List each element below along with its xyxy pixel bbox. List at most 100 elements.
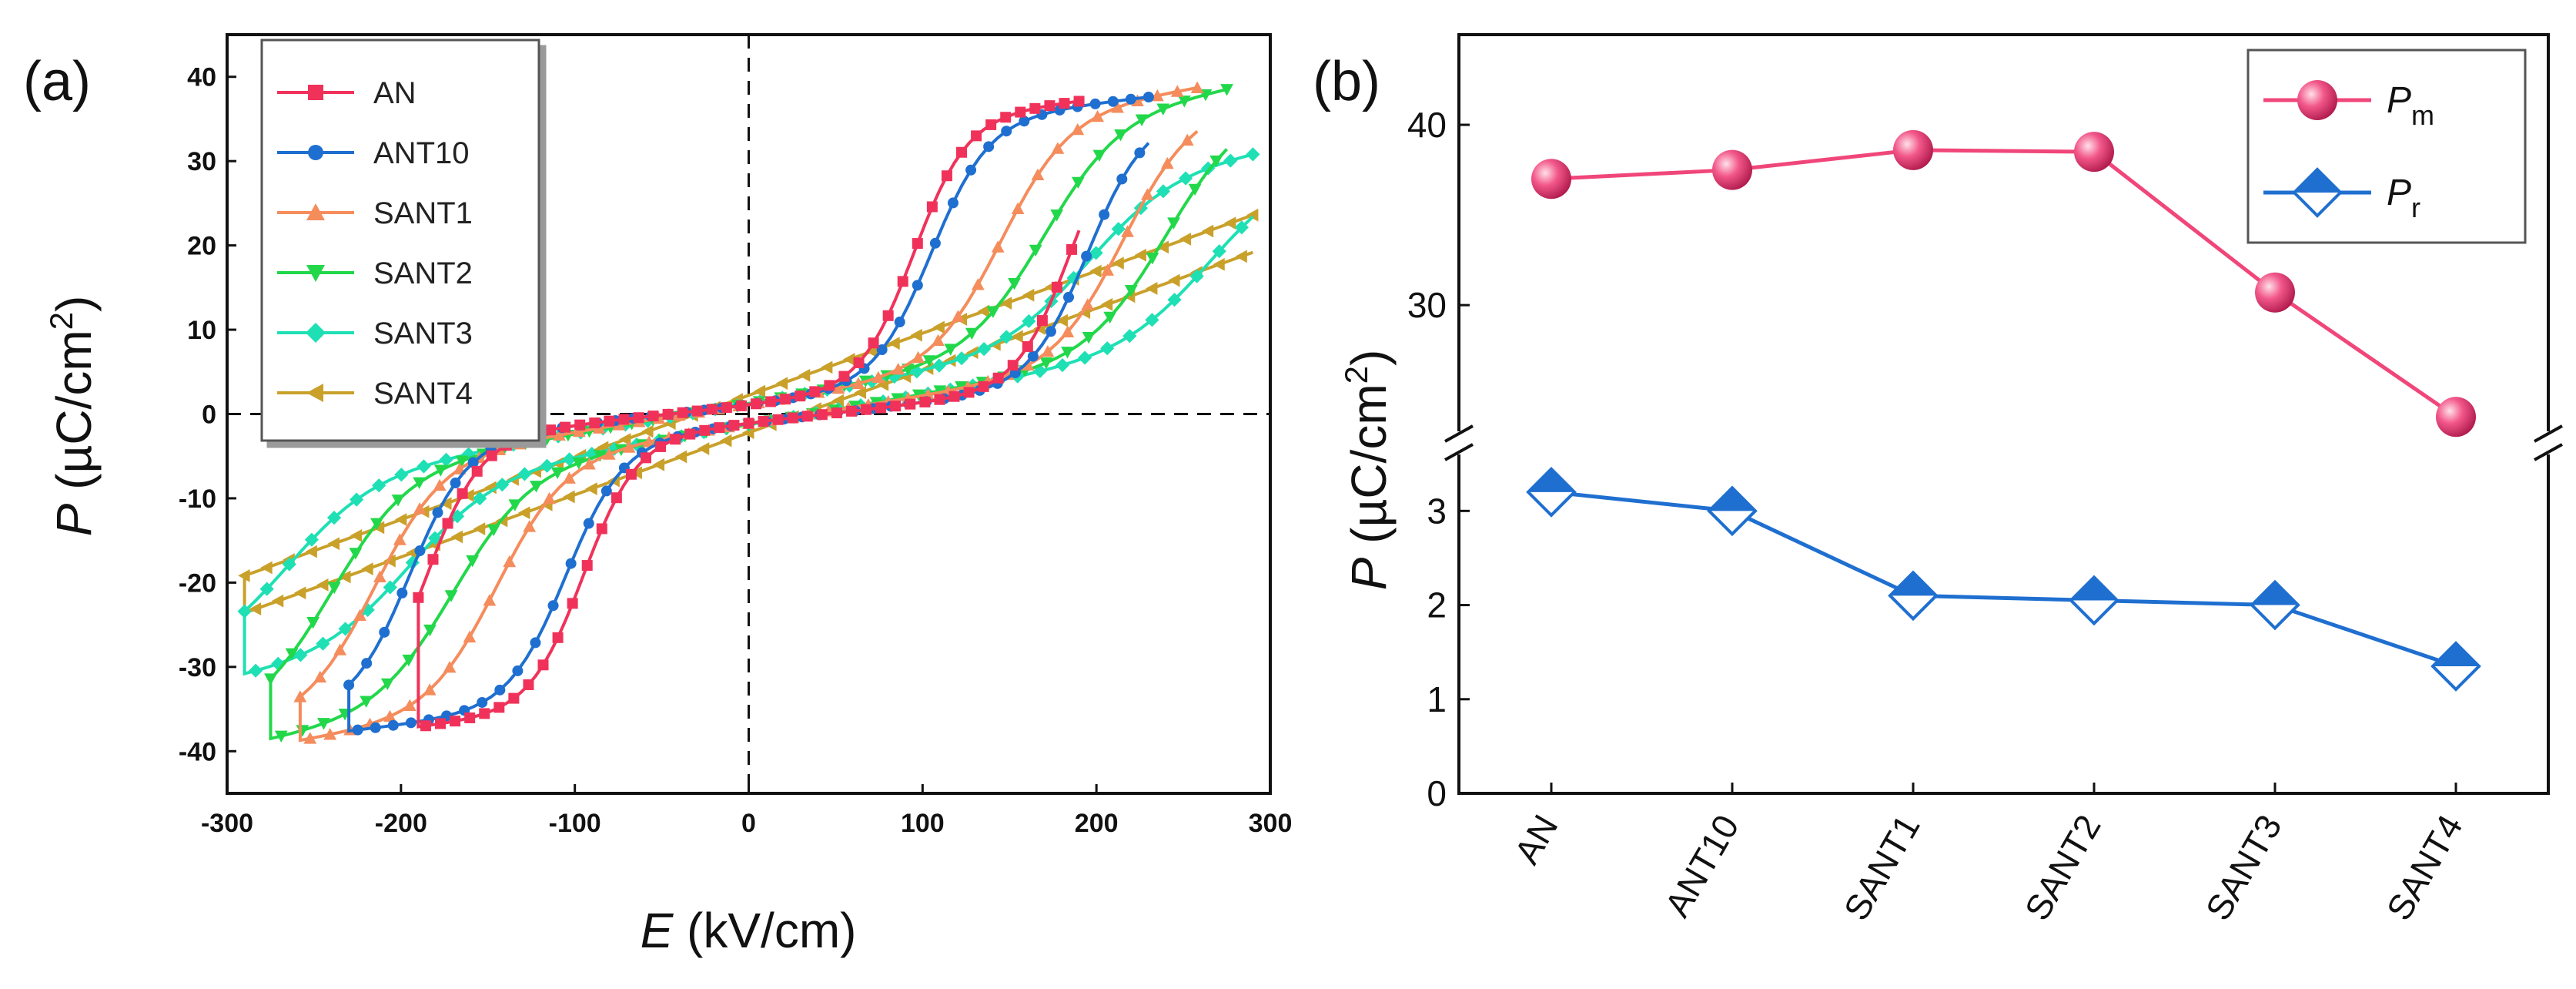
panel-a-loop-marker (1022, 313, 1036, 329)
panel-a-loop-marker (464, 712, 476, 723)
panel-a-y-axis-sup: 2 (43, 312, 79, 330)
panel-a-loop-marker (1063, 291, 1075, 303)
panel-a-loop-marker (838, 370, 850, 382)
panel-a-loop-marker (550, 467, 564, 480)
panel-a-loop-marker (1188, 183, 1202, 196)
panel-a-loop-marker (1029, 244, 1042, 257)
panel-a-loop-marker (1177, 96, 1191, 108)
panel-b-point-pr (1707, 485, 1758, 537)
panel-a-loop-marker (293, 690, 307, 702)
panel-a-loop-marker (851, 377, 865, 389)
panel-a-y-tick-label: 30 (187, 147, 216, 176)
panel-a-loop-marker (303, 732, 317, 744)
panel-a-loop-marker (952, 310, 965, 322)
panel-a-y-tick-label: 0 (202, 401, 216, 430)
panel-a-loop-marker (589, 417, 601, 429)
panel-a-loop-marker (875, 402, 887, 414)
panel-a-y-tick-label: -30 (179, 653, 216, 682)
panel-a-loop-marker (394, 468, 409, 482)
legend-b-label-sub: m (2411, 99, 2434, 131)
legend-a-label: SANT4 (373, 377, 473, 411)
panel-a-loop-marker (543, 491, 556, 505)
panel-a-loop-marker (370, 722, 381, 733)
panel-a-loop-marker (977, 304, 990, 318)
panel-a-loop-marker (530, 481, 543, 493)
panel-a-loop-marker (271, 594, 284, 608)
legend-a-marker (306, 384, 323, 402)
panel-a-loop-marker (944, 354, 956, 367)
panel-a-loop-marker (306, 617, 320, 629)
panel-a-loop-marker (1178, 171, 1193, 186)
panel-a-loop-marker (932, 334, 945, 347)
panel-a-loop-marker (473, 491, 487, 506)
legend-a-label: AN (373, 76, 417, 110)
panel-a-loop-marker (992, 372, 1004, 384)
panel-a-loop-marker (413, 502, 427, 515)
panel-a-loop-marker (647, 411, 659, 422)
panel-b-series (1526, 129, 2481, 692)
panel-a-loop-marker (1212, 244, 1226, 259)
panel-a-loop-marker (523, 679, 534, 690)
panel-a-loop-marker (674, 450, 687, 464)
panel-a-loop-marker (721, 402, 732, 414)
panel-a-y-tick-label: 20 (187, 232, 216, 261)
panel-a-x-tick-label: -200 (375, 809, 427, 838)
panel-a-loop-marker (905, 398, 916, 410)
half-diamond-fill (2071, 577, 2117, 601)
panel-a-loop-marker (1150, 89, 1164, 102)
panel-a-loop-marker (467, 457, 479, 468)
panel-a-legend-box (260, 39, 540, 442)
panel-a-loop-marker (304, 532, 319, 547)
panel-a-loop-marker (641, 424, 654, 438)
panel-a-loop-marker (983, 141, 995, 153)
panel-a-loop-marker (413, 477, 427, 490)
panel-a-loop-marker (343, 679, 355, 691)
panel-a-loop-marker (596, 523, 607, 535)
panel-a-loop-marker (706, 404, 718, 415)
panel-a-loop-marker (985, 119, 997, 130)
panel-b-x-tick-label: ANT10 (1657, 808, 1747, 924)
panel-a-loop-marker (772, 414, 784, 425)
axis-break-mark (2534, 443, 2563, 461)
panel-a-loop-marker (986, 306, 1000, 318)
panel-a-loop-marker (1039, 357, 1053, 370)
panel-a-loop-marker (1001, 126, 1012, 137)
panel-a-loop-marker (1000, 112, 1012, 123)
panel-a-loop-marker (423, 683, 437, 696)
panel-a-loop-marker (585, 482, 597, 495)
panel-b-x-tick-label: SANT2 (2016, 808, 2108, 927)
panel-a-x-tick-label: 200 (1075, 809, 1119, 838)
panel-a-loop-marker (313, 670, 327, 683)
panel-a-loop-marker (1027, 350, 1039, 362)
panel-a-loop-marker (1011, 202, 1025, 214)
panel-a-loop-marker (1141, 188, 1154, 200)
panel-a-x-tick-label: 300 (1249, 809, 1293, 838)
panel-a-loop-marker (966, 346, 979, 360)
panel-a-loop-marker (1156, 103, 1170, 116)
panel-a-loop-marker (552, 632, 564, 643)
panel-a-loop-marker (563, 490, 575, 504)
panel-a-loop-marker (919, 396, 931, 407)
legend-a-marker (306, 323, 326, 343)
panel-b-point-pm (1531, 159, 1571, 199)
panel-a-loop-marker (572, 424, 586, 438)
panel-a-loop-marker (604, 415, 615, 427)
panel-a-loop-marker (396, 587, 408, 598)
panel-a-loop-marker (965, 327, 979, 340)
panel-b-series-line (1551, 148, 2457, 419)
panel-a-loop-marker (719, 434, 732, 448)
panel-a-loop-marker (433, 478, 447, 491)
panel-a-loop-marker (353, 608, 366, 621)
panel-a-loop-marker (293, 648, 308, 662)
panel-a-x-tick-label: 0 (741, 809, 756, 838)
panel-a-loop-marker (809, 386, 821, 397)
panel-a-loop-marker (798, 368, 811, 382)
panel-a-loop-marker (387, 719, 399, 731)
panel-a-loop-marker (991, 240, 1005, 253)
panel-a-loop-marker (394, 513, 407, 526)
panel-a-loop-marker (1092, 149, 1106, 163)
legend-a-label: ANT10 (373, 136, 470, 170)
panel-a-loop-marker (882, 310, 894, 321)
panel-a-loop-marker (816, 409, 828, 421)
